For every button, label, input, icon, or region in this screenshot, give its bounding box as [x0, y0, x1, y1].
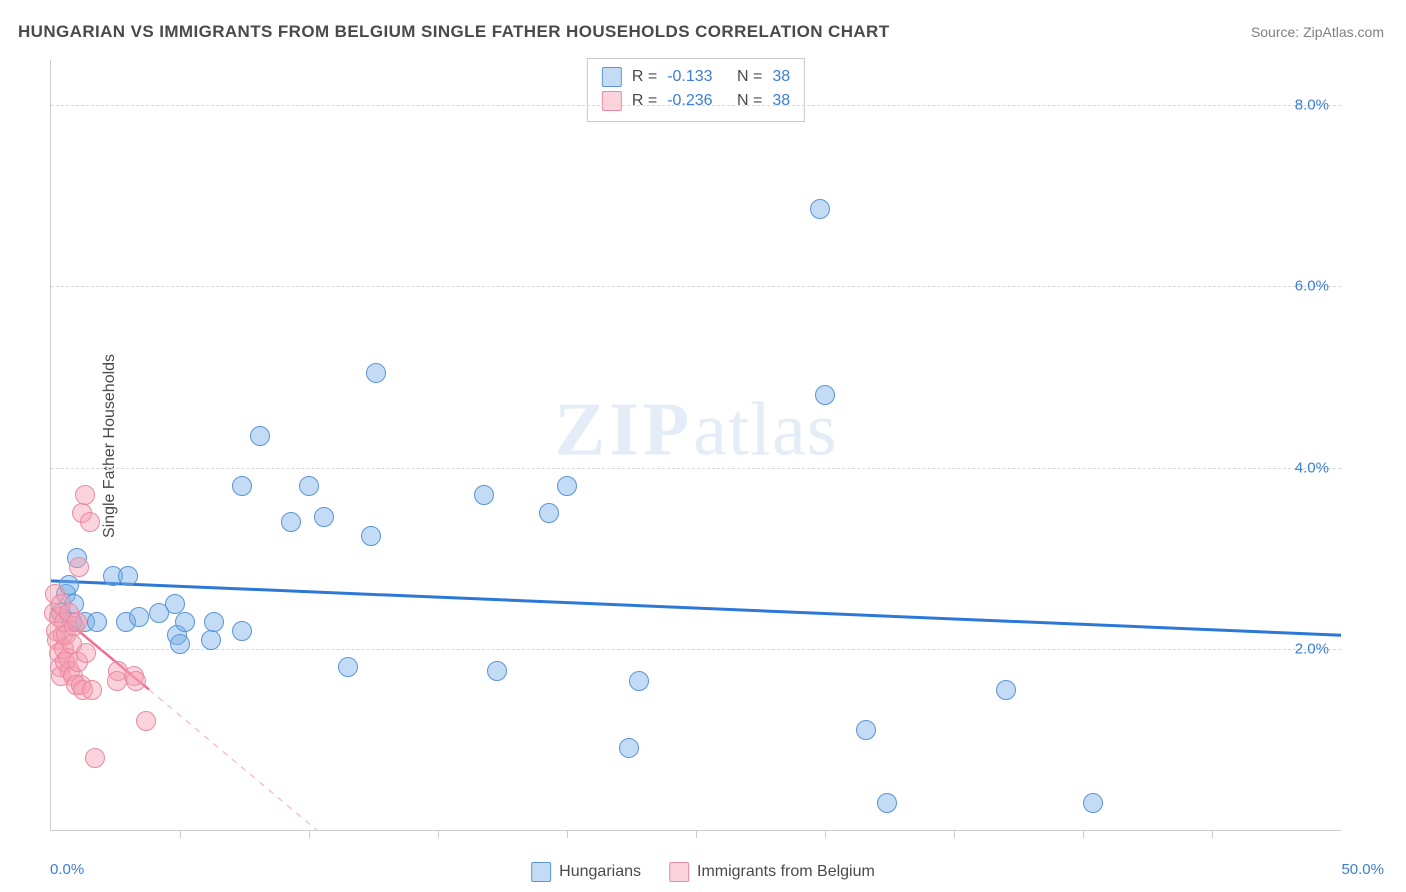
x-max-label: 50.0%	[1341, 861, 1384, 878]
ytick-label: 6.0%	[1295, 278, 1329, 295]
stat-r-blue: -0.133	[667, 65, 712, 89]
data-point	[85, 748, 105, 768]
xtick	[438, 830, 439, 838]
chart-title: HUNGARIAN VS IMMIGRANTS FROM BELGIUM SIN…	[18, 22, 890, 42]
data-point	[201, 630, 221, 650]
xtick	[825, 830, 826, 838]
stat-r-label: R =	[632, 65, 657, 89]
xtick	[954, 830, 955, 838]
swatch-blue-icon	[602, 67, 622, 87]
data-point	[338, 657, 358, 677]
ytick-label: 4.0%	[1295, 459, 1329, 476]
data-point	[815, 385, 835, 405]
stat-r-label: R =	[632, 89, 657, 113]
legend-item-blue: Hungarians	[531, 862, 641, 882]
data-point	[175, 612, 195, 632]
stat-n-label: N =	[737, 65, 762, 89]
data-point	[810, 199, 830, 219]
data-point	[557, 476, 577, 496]
data-point	[118, 566, 138, 586]
ytick-label: 2.0%	[1295, 640, 1329, 657]
data-point	[126, 671, 146, 691]
data-point	[232, 621, 252, 641]
ytick-label: 8.0%	[1295, 97, 1329, 114]
data-point	[629, 671, 649, 691]
data-point	[856, 720, 876, 740]
swatch-pink-icon	[669, 862, 689, 882]
data-point	[299, 476, 319, 496]
xtick	[567, 830, 568, 838]
data-point	[129, 607, 149, 627]
plot-area: ZIPatlas R = -0.133 N = 38 R = -0.236 N …	[50, 60, 1341, 831]
bottom-legend: Hungarians Immigrants from Belgium	[531, 862, 875, 882]
gridline	[51, 468, 1341, 469]
trend-line	[149, 690, 317, 830]
source-label: Source: ZipAtlas.com	[1251, 24, 1384, 40]
data-point	[314, 507, 334, 527]
data-point	[1083, 793, 1103, 813]
watermark-zip: ZIP	[555, 387, 694, 471]
stat-n-blue: 38	[772, 65, 790, 89]
trend-lines-layer	[51, 60, 1341, 830]
data-point	[170, 634, 190, 654]
data-point	[75, 485, 95, 505]
data-point	[69, 557, 89, 577]
data-point	[165, 594, 185, 614]
data-point	[250, 426, 270, 446]
stat-n-pink: 38	[772, 89, 790, 113]
stat-r-pink: -0.236	[667, 89, 712, 113]
xtick	[309, 830, 310, 838]
data-point	[67, 612, 87, 632]
xtick	[180, 830, 181, 838]
watermark: ZIPatlas	[555, 386, 838, 473]
data-point	[87, 612, 107, 632]
data-point	[877, 793, 897, 813]
xtick	[696, 830, 697, 838]
data-point	[619, 738, 639, 758]
data-point	[474, 485, 494, 505]
data-point	[232, 476, 252, 496]
data-point	[361, 526, 381, 546]
legend-label-pink: Immigrants from Belgium	[697, 863, 875, 881]
x-min-label: 0.0%	[50, 861, 84, 878]
stats-row-blue: R = -0.133 N = 38	[602, 65, 790, 89]
xtick	[1212, 830, 1213, 838]
legend-label-blue: Hungarians	[559, 863, 641, 881]
legend-item-pink: Immigrants from Belgium	[669, 862, 875, 882]
swatch-blue-icon	[531, 862, 551, 882]
gridline	[51, 105, 1341, 106]
swatch-pink-icon	[602, 91, 622, 111]
data-point	[136, 711, 156, 731]
stats-row-pink: R = -0.236 N = 38	[602, 89, 790, 113]
stat-n-label: N =	[737, 89, 762, 113]
stats-box: R = -0.133 N = 38 R = -0.236 N = 38	[587, 58, 805, 122]
data-point	[80, 512, 100, 532]
data-point	[996, 680, 1016, 700]
data-point	[487, 661, 507, 681]
data-point	[539, 503, 559, 523]
data-point	[76, 643, 96, 663]
data-point	[281, 512, 301, 532]
gridline	[51, 649, 1341, 650]
xtick	[1083, 830, 1084, 838]
chart-container: HUNGARIAN VS IMMIGRANTS FROM BELGIUM SIN…	[0, 0, 1406, 892]
data-point	[82, 680, 102, 700]
gridline	[51, 286, 1341, 287]
data-point	[366, 363, 386, 383]
data-point	[204, 612, 224, 632]
